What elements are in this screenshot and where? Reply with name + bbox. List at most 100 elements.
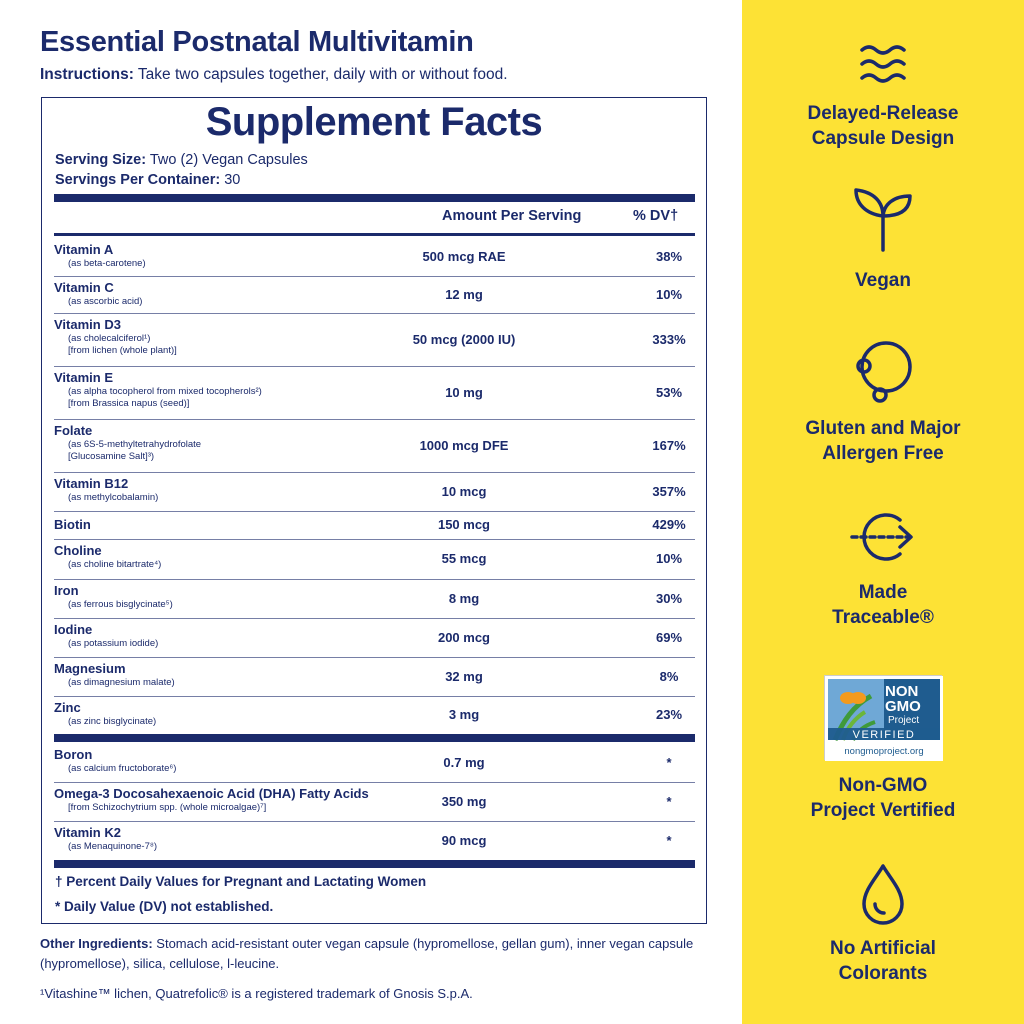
table-row: Iron (as ferrous bisglycinate⁵) 8 mg 30% [54,579,695,618]
molecule-icon [856,341,912,403]
nutrient-name: Vitamin D3 [54,317,121,332]
servings-value: 30 [220,172,241,188]
serving-size-value: Two (2) Vegan Capsules [146,152,308,168]
row-divider [54,539,695,540]
daily-value: 8% [659,669,679,684]
amount-per-serving: 50 mcg (2000 IU) [412,332,516,347]
trace-arrow-icon [850,513,913,561]
nutrient-name: Iodine [54,622,93,637]
feature-label: No Artificial Colorants [830,938,936,984]
divider-line [54,233,695,236]
trademark-note: ¹Vitashine™ lichen, Quatrefolic® is a re… [40,986,473,1001]
row-divider [54,472,695,473]
table-row: Omega-3 Docosahexaenoic Acid (DHA) Fatty… [54,782,695,821]
nutrient-source-note: (as ascorbic acid) [68,296,143,307]
row-divider [54,657,695,658]
daily-value: 357% [652,484,686,499]
servings-label: Servings Per Container: [55,172,221,188]
nutrient-name: Vitamin K2 [54,825,121,840]
supplement-facts-panel: Supplement Facts Serving Size: Two (2) V… [41,97,707,924]
facts-title: Supplement Facts [205,100,543,144]
nutrient-source-note: (as ferrous bisglycinate⁵) [68,599,173,610]
instructions-text: Take two capsules together, daily with o… [133,66,508,83]
row-divider [54,821,695,822]
row-divider [54,511,695,512]
badge-line1: NON [885,683,918,700]
instructions-label: Instructions: [40,66,134,83]
nutrient-source-note: (as 6S-5-methyltetrahydrofolate [68,439,202,450]
daily-value: * [666,794,672,809]
amount-per-serving: 350 mg [441,794,487,809]
nutrient-source-note: (as zinc bisglycinate) [68,716,157,727]
other-ingredients-text: Stomach acid-resistant outer vegan capsu… [40,936,694,971]
table-row: Vitamin C (as ascorbic acid) 12 mg 10% [54,276,695,313]
nutrient-source-note: [from Brassica napus (seed)] [68,398,190,409]
daily-value: 429% [652,517,686,532]
badge-line5: nongmoproject.org [844,746,923,757]
divider-bar [54,860,695,868]
nutrient-source-note: (as choline bitartrate⁴) [68,559,162,570]
daily-value: 38% [655,249,683,264]
table-row: Vitamin D3 (as cholecalciferol¹) [from lic… [54,313,695,366]
nutrient-name: Vitamin A [54,242,114,257]
table-row: Choline (as choline bitartrate⁴) 55 mcg 10% [54,539,695,579]
row-divider [54,313,695,314]
other-ingredients-label: Other Ingredients: [40,936,153,951]
non-gmo-badge-graphic: NON GMO Project VERIFIED nongmoproject.o… [825,676,943,761]
daily-value: 23% [655,707,683,722]
amount-per-serving: 0.7 mg [443,755,485,770]
badge-line4: VERIFIED [853,729,916,741]
divider-bar [54,734,695,742]
table-row: Zinc (as zinc bisglycinate) 3 mg 23% [54,696,695,734]
product-title: Essential Postnatal Multivitamin [40,26,474,58]
row-divider [54,618,695,619]
daily-value: 53% [655,385,683,400]
amount-per-serving: 1000 mcg DFE [419,438,509,453]
amount-per-serving: 10 mg [445,385,483,400]
amount-per-serving: 3 mg [448,707,480,722]
daily-value: 10% [655,551,683,566]
nutrient-source-note: [from Schizochytrium spp. (whole microal… [68,802,267,813]
feature-label: Vegan [855,270,911,291]
features-panel: Delayed-Release Capsule Design Vegan Glu [742,0,1024,1024]
serving-size-label: Serving Size: [55,152,147,168]
nutrient-name: Boron [54,747,93,762]
row-divider [54,276,695,277]
amount-per-serving: 12 mg [445,287,483,302]
nutrient-name: Magnesium [54,661,126,676]
table-row: Vitamin E (as alpha tocopherol from mixed… [54,366,695,419]
daily-value: * [666,755,672,770]
nutrient-name: Vitamin B12 [54,476,129,491]
badge-line3: Project [888,715,919,726]
nutrient-source-note: [Glucosamine Salt]³) [68,451,155,462]
serving-info: Serving Size: Two (2) Vegan Capsules Ser… [55,150,308,190]
nutrient-name: Omega-3 Docosahexaenoic Acid (DHA) Fatty… [54,786,369,801]
daily-value: * [666,833,672,848]
amount-per-serving: 32 mg [445,669,483,684]
badge-line2: GMO [885,698,921,715]
row-divider [54,366,695,367]
row-divider [54,419,695,420]
nutrient-source-note: (as methylcobalamin) [68,492,159,503]
table-row: Iodine (as potassium iodide) 200 mcg 69% [54,618,695,657]
nutrient-source-note: (as alpha tocopherol from mixed tocopher… [68,386,262,397]
footnote-dv: † Percent Daily Values for Pregnant and … [55,874,427,889]
divider-bar [54,194,695,202]
nutrient-source-note: (as dimagnesium malate) [68,677,175,688]
nutrient-source-note: (as calcium fructoborate⁶) [68,763,177,774]
feature-label: Delayed-Release Capsule Design [807,103,959,149]
amount-per-serving: 150 mcg [437,517,491,532]
nutrient-name: Vitamin C [54,280,114,295]
daily-value: 167% [652,438,686,453]
nutrient-name: Folate [54,423,93,438]
amount-per-serving: 10 mcg [441,484,487,499]
nutrient-source-note: (as Menaquinone-7⁸) [68,841,158,852]
feature-label: Made Traceable® [832,582,934,628]
table-row: Magnesium (as dimagnesium malate) 32 mg 8% [54,657,695,696]
daily-value: 333% [652,332,686,347]
droplet-icon [862,864,904,925]
feature-label: Gluten and Major Allergen Free [805,418,961,464]
non-gmo-badge-icon: NON GMO Project VERIFIED nongmoproject.o… [824,675,943,761]
waves-icon [860,45,906,83]
sprout-icon [854,188,912,252]
